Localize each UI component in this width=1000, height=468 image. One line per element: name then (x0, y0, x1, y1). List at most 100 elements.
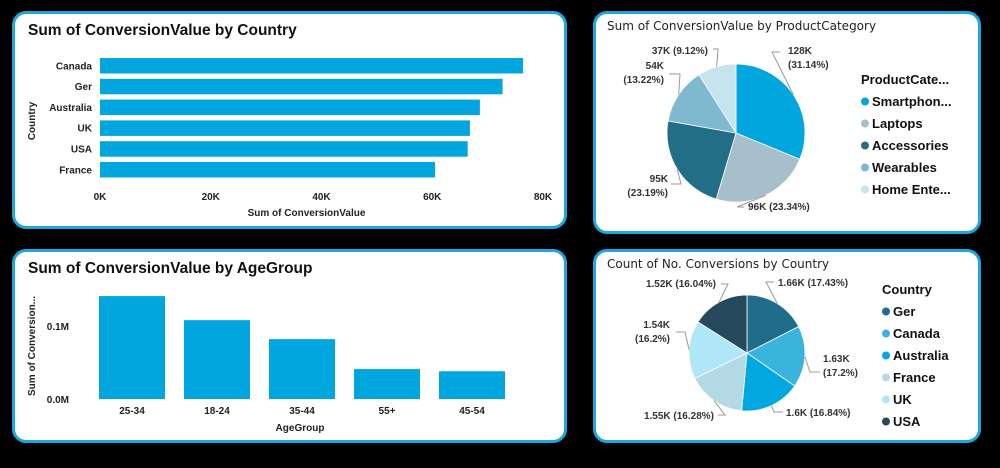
leader-line (718, 283, 729, 303)
leader-line (669, 73, 681, 95)
legend-item-canada: Canada (893, 326, 941, 341)
legend-marker-uk (882, 395, 890, 404)
leader-line (713, 48, 719, 67)
data-label: 1.6K (16.84%) (786, 408, 850, 419)
leader-line (736, 194, 766, 208)
country-pie-chart-panel[interactable]: Count of No. Conversions by Country 1.66… (593, 249, 981, 443)
legend-item-usa: USA (893, 414, 921, 429)
x-tick-label: 40K (312, 192, 331, 203)
data-label: 1.63K (823, 354, 850, 365)
category-label: Canada (56, 61, 93, 72)
leader-line (771, 51, 794, 95)
data-label: 1.54K (643, 320, 670, 331)
slice-wearables (667, 74, 737, 134)
x-tick-label: 60K (423, 192, 442, 203)
bar-18-24 (184, 320, 250, 399)
slice-canada (746, 326, 806, 387)
category-label: 25-34 (119, 406, 145, 417)
legend-marker-smartphones (861, 97, 869, 106)
legend-marker-usa (882, 417, 890, 426)
y-tick-label: 0.1M (47, 322, 69, 333)
leader-line (671, 169, 682, 185)
x-axis-title: AgeGroup (276, 423, 325, 434)
leader-line (713, 400, 727, 416)
productcategory-pie-chart: 128K (31.14%) 96K (23.34%) 95K (23.19%) 54K (1… (623, 46, 951, 213)
category-label: France (59, 165, 92, 176)
data-label: 95K (650, 174, 669, 185)
slice-france (694, 352, 748, 412)
legend-item-wearables: Wearables (872, 160, 937, 175)
x-axis-title: Sum of ConversionValue (248, 208, 366, 219)
legend-title: Country (882, 282, 933, 297)
legend-item-accessories: Accessories (872, 138, 949, 153)
legend-marker-australia (882, 351, 890, 360)
productcategory-pie-chart-panel[interactable]: Sum of ConversionValue by ProductCategor… (593, 11, 981, 234)
legend-marker-ger (882, 307, 890, 316)
bar-45-54 (439, 371, 505, 399)
country-bar-chart-panel[interactable]: Sum of ConversionValue by Country Canada… (12, 11, 567, 229)
category-label: UK (78, 124, 93, 135)
legend-marker-france (882, 373, 890, 382)
legend-item-home-entertainment: Home Ente... (872, 182, 951, 197)
data-label: 54K (646, 61, 665, 72)
data-label: 1.66K (17.43%) (778, 278, 848, 289)
legend-marker-home-entertainment (861, 185, 869, 194)
bar-35-44 (269, 339, 335, 399)
legend-item-laptops: Laptops (872, 116, 923, 131)
bar-uk (100, 120, 470, 136)
category-label: 45-54 (459, 406, 485, 417)
slice-ger (746, 294, 800, 354)
leader-line (765, 281, 778, 304)
data-label: 37K (9.12%) (652, 46, 708, 57)
bar-canada (100, 58, 524, 74)
x-tick-label: 20K (202, 192, 221, 203)
y-tick-label: 0.0M (47, 395, 69, 406)
leader-line (804, 356, 820, 373)
slice-accessories (666, 120, 737, 200)
data-label: (13.22%) (623, 75, 664, 86)
slice-smartphones (735, 63, 806, 160)
legend-item-ger: Ger (893, 304, 915, 319)
data-label: (23.19%) (627, 188, 668, 199)
bar-ger (100, 78, 503, 95)
category-label: 18-24 (204, 406, 230, 417)
chart-title: Sum of ConversionValue by ProductCategor… (607, 19, 877, 33)
y-axis-title: Country (27, 101, 38, 140)
chart-title: Sum of ConversionValue by AgeGroup (28, 260, 313, 277)
category-label: 35-44 (289, 406, 315, 417)
chart-title: Count of No. Conversions by Country (607, 257, 830, 271)
legend-item-smartphones: Smartphon... (872, 94, 951, 109)
data-label: 128K (788, 46, 813, 57)
legend-title: ProductCate... (861, 72, 949, 87)
leader-line (771, 405, 783, 413)
category-label: Australia (49, 103, 92, 114)
category-label: 55+ (379, 406, 396, 417)
bar-55+ (354, 369, 420, 399)
data-label: 1.52K (16.04%) (646, 279, 716, 290)
country-pie-chart: 1.66K (17.43%) 1.63K (17.2%) 1.6K (16.84%) 1… (635, 278, 949, 429)
legend-item-uk: UK (893, 392, 912, 407)
bar-australia (100, 99, 480, 116)
agegroup-bar-chart-panel[interactable]: Sum of ConversionValue by AgeGroup 25-34… (12, 249, 567, 443)
bar-usa (100, 141, 468, 157)
legend-marker-laptops (861, 119, 869, 128)
agegroup-bar-chart: 25-34 18-24 35-44 55+ 45-54 0.0M 0.1M AgeGroup S… (27, 296, 505, 434)
legend-item-australia: Australia (893, 348, 949, 363)
legend-marker-canada (882, 329, 890, 338)
bar-25-34 (99, 296, 165, 399)
category-label: Ger (75, 82, 92, 93)
data-label: (17.2%) (823, 368, 858, 379)
data-label: (31.14%) (788, 60, 829, 71)
x-tick-label: 80K (534, 192, 553, 203)
category-label: USA (71, 144, 92, 155)
legend-marker-wearables (861, 163, 869, 172)
data-label: (16.2%) (635, 334, 670, 345)
y-axis-title: Sum of Conversion... (27, 296, 38, 396)
data-label: 96K (23.34%) (748, 202, 810, 213)
bar-france (100, 162, 436, 178)
chart-title: Sum of ConversionValue by Country (28, 22, 297, 39)
data-label: 1.55K (16.28%) (644, 411, 714, 422)
legend-item-france: France (893, 370, 936, 385)
country-bar-chart: Canada Ger Australia UK USA France 0K 20K 40K 60K… (27, 58, 553, 219)
leader-line (676, 331, 690, 350)
